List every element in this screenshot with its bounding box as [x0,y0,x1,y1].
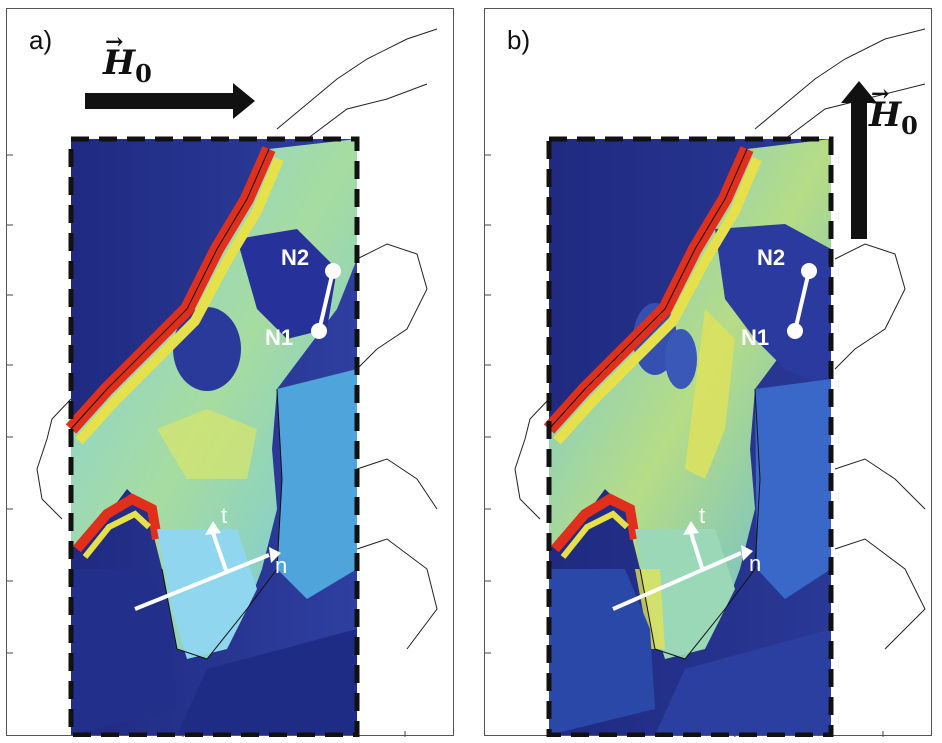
station-n1-marker [787,323,803,339]
field-map-a [65,139,357,735]
field-subscript: 0 [135,59,152,88]
coastline-west-outline [514,398,550,520]
axis-t-label: t [699,503,706,528]
map-a-svg [7,28,438,737]
dashed-study-box [546,136,834,737]
map-panel-a: a) → H0 N2 N1 t n [6,8,454,737]
station-n2-label: N2 [281,245,310,270]
station-n2-label: N2 [757,245,786,270]
station-n1-label: N1 [265,325,294,350]
panel-label: b) [507,25,531,55]
station-profile [311,263,341,339]
station-n1-marker [311,323,327,339]
field-label: → H0 [103,29,152,88]
panel-label: a) [29,25,53,55]
field-label: → H0 [869,81,918,140]
coastline-west-outline [36,398,72,520]
station-profile [787,263,817,339]
coastline-outline [754,28,926,650]
coastline-outline [276,28,438,650]
map-panel-b: b) → H0 N2 N1 t n [484,8,932,737]
station-n2-marker [801,263,817,279]
station-n2-marker [325,263,341,279]
field-arrow-north [841,81,877,239]
field-symbol: H [103,43,136,83]
field-subscript: 0 [901,111,918,140]
map-b-svg [485,28,926,737]
axis-t-label: t [221,503,228,528]
local-axes [134,521,281,611]
dashed-study-box [68,136,360,737]
field-map-b [543,139,831,735]
axis-n-label: n [275,553,288,578]
axis-n-label: n [749,551,762,576]
local-axes [612,521,753,611]
field-symbol: H [869,95,902,135]
station-n1-label: N1 [741,325,770,350]
field-arrow-east [85,83,255,119]
